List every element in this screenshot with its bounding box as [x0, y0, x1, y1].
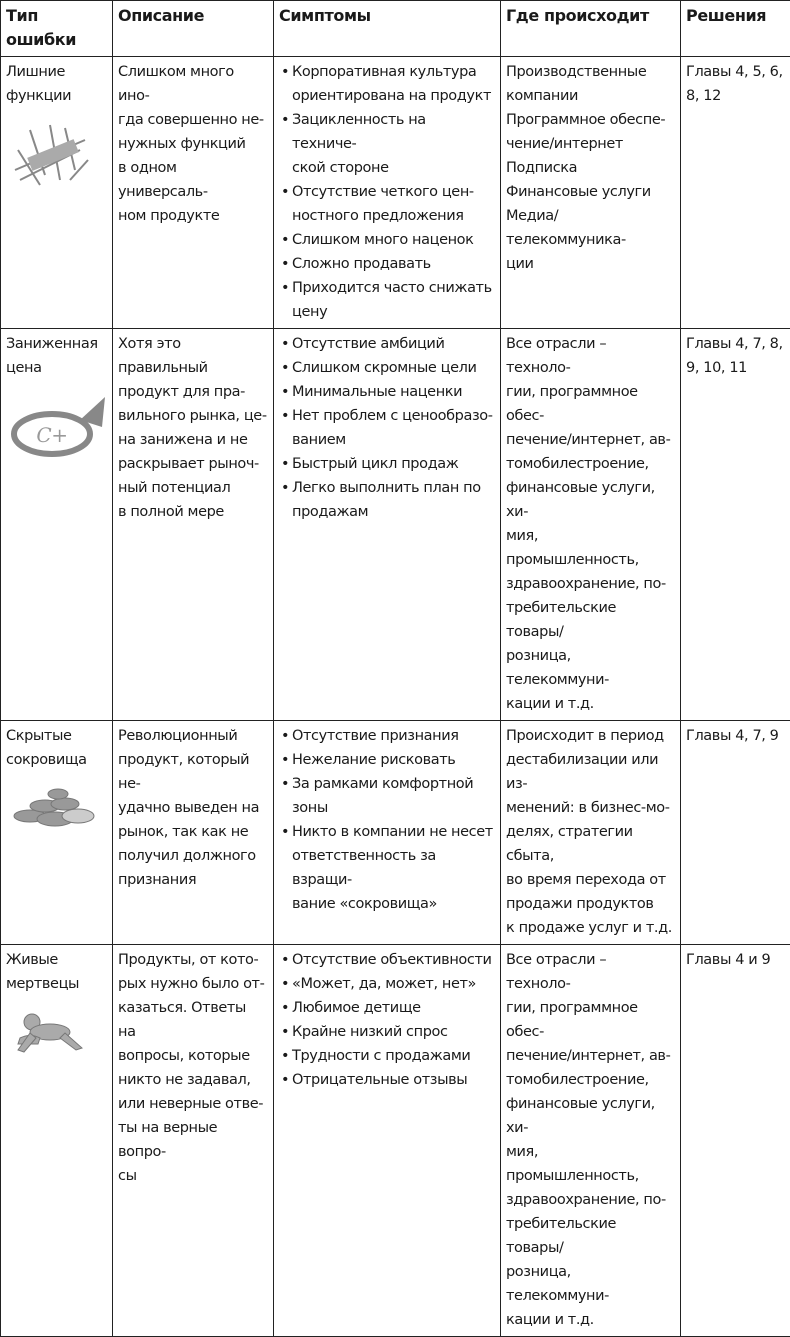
svg-text:C+: C+ — [36, 423, 67, 447]
cell-symptoms: Отсутствие признанияНежелание рисковатьЗ… — [274, 721, 501, 945]
symptom-item: Слишком много наценок — [279, 228, 494, 252]
symptom-item: Отсутствие амбиций — [279, 332, 494, 356]
symptom-item: «Может, да, может, нет» — [279, 972, 494, 996]
cell-description: Хотя это правильный продукт для пра- вил… — [113, 329, 274, 721]
symptom-item: Отсутствие четкого цен- ностного предлож… — [279, 180, 494, 228]
cell-type: Заниженная цена C+ — [1, 329, 113, 721]
cell-description: Продукты, от кото- рых нужно было от- ка… — [113, 945, 274, 1337]
symptom-item: Сложно продавать — [279, 252, 494, 276]
cell-solutions: Главы 4, 5, 6, 8, 12 — [681, 57, 790, 329]
cell-solutions: Главы 4 и 9 — [681, 945, 790, 1337]
error-type: Скрытые сокровища — [6, 724, 106, 772]
cell-type: Живые мертвецы — [1, 945, 113, 1337]
cell-where: Происходит в период дестабилизации или и… — [501, 721, 681, 945]
symptom-item: Корпоративная культура ориентирована на … — [279, 60, 494, 108]
cell-type: Скрытые сокровища — [1, 721, 113, 945]
symptom-item: Быстрый цикл продаж — [279, 452, 494, 476]
symptoms-list: Отсутствие признанияНежелание рисковатьЗ… — [279, 724, 494, 916]
grade-c-plus-icon: C+ — [10, 392, 106, 470]
cell-where: Все отрасли – техноло- гии, программное … — [501, 945, 681, 1337]
symptom-item: Зацикленность на техниче- ской стороне — [279, 108, 494, 180]
header-type: Тип ошибки — [1, 1, 113, 57]
symptoms-list: Отсутствие амбицийСлишком скромные целиМ… — [279, 332, 494, 524]
symptom-item: Легко выполнить план по продажам — [279, 476, 494, 524]
header-symptoms: Симптомы — [274, 1, 501, 57]
symptom-item: Отрицательные отзывы — [279, 1068, 494, 1092]
error-type: Лишние функции — [6, 60, 106, 108]
cell-description: Революционный продукт, который не- удачн… — [113, 721, 274, 945]
cell-description: Слишком много ино- гда совершенно не- ну… — [113, 57, 274, 329]
symptom-item: Нет проблем с ценообразо- ванием — [279, 404, 494, 452]
cell-symptoms: Отсутствие объективности«Может, да, може… — [274, 945, 501, 1337]
symptom-item: Слишком скромные цели — [279, 356, 494, 380]
cell-symptoms: Отсутствие амбицийСлишком скромные целиМ… — [274, 329, 501, 721]
crawling-figure-icon — [10, 1008, 106, 1066]
cell-where: Все отрасли – техноло- гии, программное … — [501, 329, 681, 721]
cell-type: Лишние функции — [1, 57, 113, 329]
table-row: Заниженная цена C+ Хотя это правильный про… — [1, 329, 790, 721]
symptom-item: Нежелание рисковать — [279, 748, 494, 772]
symptom-item: За рамками комфортной зоны — [279, 772, 494, 820]
cell-where: Производственные компании Программное об… — [501, 57, 681, 329]
symptom-item: Любимое детище — [279, 996, 494, 1020]
symptom-item: Отсутствие признания — [279, 724, 494, 748]
symptom-item: Минимальные наценки — [279, 380, 494, 404]
header-solutions: Решения — [681, 1, 790, 57]
symptom-item: Никто в компании не несет ответственност… — [279, 820, 494, 916]
symptom-item: Приходится часто снижать цену — [279, 276, 494, 324]
error-type: Живые мертвецы — [6, 948, 106, 996]
symptom-item: Крайне низкий спрос — [279, 1020, 494, 1044]
symptoms-list: Корпоративная культура ориентирована на … — [279, 60, 494, 324]
error-type: Заниженная цена — [6, 332, 106, 380]
cell-solutions: Главы 4, 7, 8, 9, 10, 11 — [681, 329, 790, 721]
header-description: Описание — [113, 1, 274, 57]
symptom-item: Трудности с продажами — [279, 1044, 494, 1068]
cell-symptoms: Корпоративная культура ориентирована на … — [274, 57, 501, 329]
pebbles-icon — [10, 784, 106, 842]
header-row: Тип ошибки Описание Симптомы Где происхо… — [1, 1, 790, 57]
swiss-army-knife-icon — [10, 120, 106, 198]
header-where: Где происходит — [501, 1, 681, 57]
cell-solutions: Главы 4, 7, 9 — [681, 721, 790, 945]
symptoms-list: Отсутствие объективности«Может, да, може… — [279, 948, 494, 1092]
